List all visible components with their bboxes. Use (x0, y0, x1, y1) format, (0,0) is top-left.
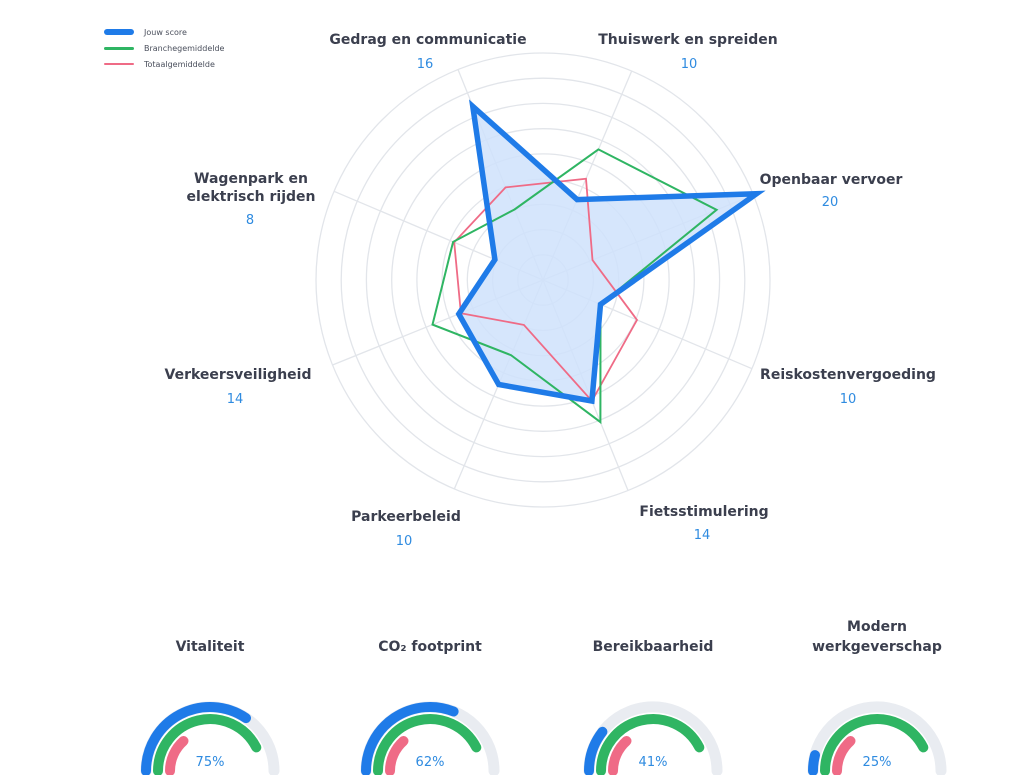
legend-swatch-jouw-score (104, 29, 134, 35)
series-line (431, 148, 719, 425)
gauge-arc-green (153, 714, 262, 775)
axis-value-openbaar: 20 (821, 195, 839, 210)
axis-label-wagenpark: Wagenpark en elektrisch rijden (186, 171, 316, 205)
legend-label: Jouw score (144, 27, 187, 37)
grid-ring (340, 77, 746, 483)
gauge-value: 75% (195, 755, 225, 770)
gauge-arc-blue (807, 750, 820, 775)
gauge-value: 62% (415, 755, 445, 770)
legend-item-totaalgemiddelde: Totaalgemiddelde (104, 56, 224, 72)
gauge-modern-werkgeverschap: Modern werkgeverschap 25% (792, 615, 962, 781)
grid-ring (416, 153, 670, 407)
gauge-arc-green (373, 714, 482, 775)
axis-value-wagenpark: 8 (245, 213, 255, 228)
legend-label: Totaalgemiddelde (144, 59, 215, 69)
gauge-arc-blue (361, 702, 459, 775)
legend: Jouw score Branchegemiddelde Totaalgemid… (104, 24, 224, 72)
gauge-arc-red (164, 736, 189, 775)
gauge-title: Bereikbaarheid (592, 639, 714, 655)
axis-label-fiets: Fietsstimulering (639, 504, 769, 520)
axis-value-reiskosten: 10 (839, 392, 857, 407)
gauge-vitaliteit: Vitaliteit 75% (125, 615, 295, 781)
axis-value-thuiswerk: 10 (680, 57, 698, 72)
series-area (458, 106, 757, 402)
grid-ring (391, 128, 695, 432)
legend-swatch-branchegemiddelde (104, 46, 134, 50)
axis-label-thuiswerk: Thuiswerk en spreiden (598, 32, 778, 48)
gauge-arc (360, 701, 500, 775)
axis-value-gedrag: 16 (416, 57, 434, 72)
gauge-arc-blue (584, 726, 608, 775)
series-line (455, 99, 766, 405)
legend-swatch-totaalgemiddelde (104, 63, 134, 65)
radar-chart (315, 52, 771, 508)
axis-label-gedrag: Gedrag en communicatie (329, 32, 527, 48)
gauge-title: Vitaliteit (175, 639, 245, 655)
legend-item-jouw-score: Jouw score (104, 24, 224, 40)
grid-ring (365, 102, 721, 458)
gauge-track (807, 701, 947, 775)
gauge-arc-red (384, 736, 409, 775)
axis-value-parkeer: 10 (395, 534, 413, 549)
gauge-arc-blue (141, 702, 251, 775)
grid-ring (315, 52, 771, 508)
legend-item-branchegemiddelde: Branchegemiddelde (104, 40, 224, 56)
axis-label-openbaar: Openbaar vervoer (759, 172, 903, 188)
axis-value-fiets: 14 (693, 528, 711, 543)
gauge-arc (140, 701, 280, 775)
axis-label-verkeer: Verkeersveiligheid (164, 367, 312, 383)
gauge-value: 41% (638, 755, 668, 770)
gauge-arc-red (831, 736, 856, 775)
gauge-bereikbaarheid: Bereikbaarheid 41% (568, 615, 738, 781)
legend-label: Branchegemiddelde (144, 43, 225, 53)
gauge-arc (807, 701, 947, 775)
axis-label-reiskosten: Reiskostenvergoeding (760, 367, 936, 383)
gauge-title: CO₂ footprint (378, 639, 482, 655)
gauge-arc-red (607, 736, 632, 775)
gauge-title: Modern werkgeverschap (812, 619, 942, 655)
gauge-arc-green (820, 714, 929, 775)
axis-value-verkeer: 14 (226, 392, 244, 407)
gauge-co2: CO₂ footprint 62% (345, 615, 515, 781)
gauge-value: 25% (862, 755, 892, 770)
axis-label-parkeer: Parkeerbeleid (351, 509, 461, 525)
gauge-arc (583, 701, 723, 775)
gauge-arc-green (596, 714, 705, 775)
